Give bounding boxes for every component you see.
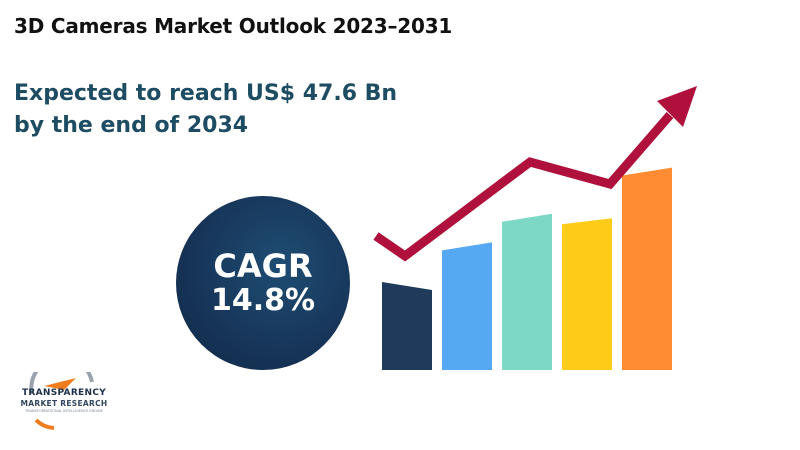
bar-4 (562, 218, 612, 370)
trend-line (373, 112, 674, 262)
page-title: 3D Cameras Market Outlook 2023–2031 (14, 14, 453, 38)
headline: Expected to reach US$ 47.6 Bn by the end… (14, 78, 454, 142)
bar-3 (502, 213, 552, 370)
logo-name: TRANSPARENCY (21, 388, 107, 398)
cagr-badge: CAGR 14.8% (176, 196, 350, 370)
trend-arrow-icon (657, 86, 697, 127)
logo-swoosh-icon (29, 372, 94, 430)
headline-line-1: Expected to reach US$ 47.6 Bn (14, 81, 398, 106)
bar-5 (622, 167, 672, 370)
cagr-value: 14.8% (210, 283, 316, 318)
cagr-label: CAGR (213, 247, 313, 285)
bar-1 (382, 282, 432, 370)
logo-subname: MARKET RESEARCH (20, 399, 108, 408)
logo-tagline: TRANSFORMATIONAL INTELLIGENCE ENGINE (25, 409, 103, 413)
company-logo: TRANSPARENCY MARKET RESEARCH TRANSFORMAT… (14, 372, 114, 432)
bar-2 (442, 242, 492, 370)
headline-line-2: by the end of 2034 (14, 113, 249, 138)
bars-group (382, 167, 672, 370)
